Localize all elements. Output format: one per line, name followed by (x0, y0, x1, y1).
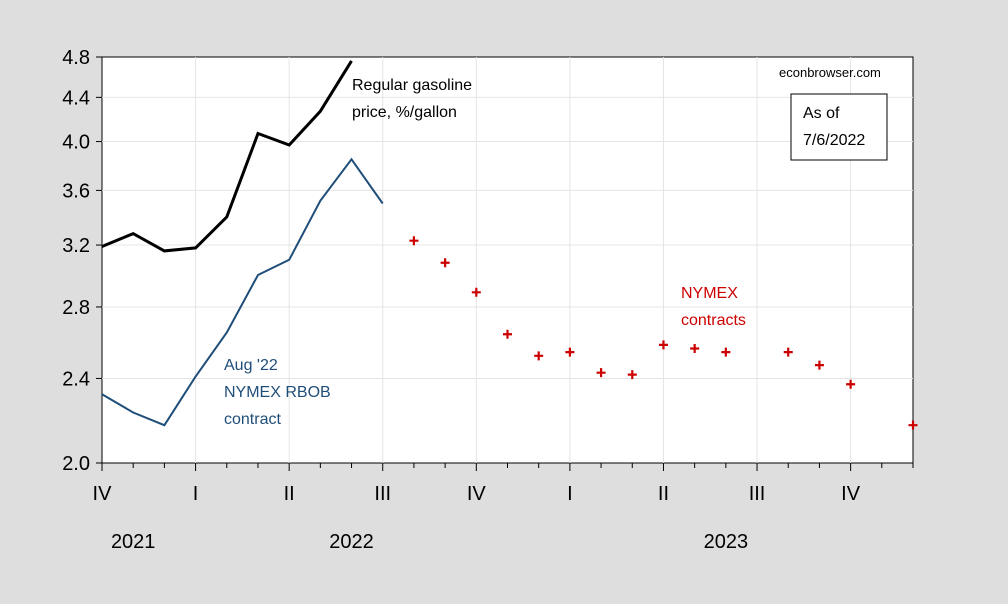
nymex-point (846, 379, 856, 389)
source-label: econbrowser.com (779, 65, 881, 80)
y-tick-label: 3.6 (62, 180, 90, 202)
nymex-point (440, 258, 450, 268)
y-tick-label: 2.4 (62, 368, 90, 390)
nymex-annotation-line2: contracts (681, 312, 746, 329)
plot-area (101, 56, 914, 464)
nymex-point (721, 347, 731, 357)
nymex-point (783, 347, 793, 357)
x-quarter-label: II (284, 483, 295, 505)
x-quarter-label: II (658, 483, 669, 505)
nymex-point (534, 351, 544, 361)
x-quarter-label: IV (93, 483, 113, 505)
nymex-point (627, 370, 637, 380)
nymex-point (690, 344, 700, 354)
x-year-label: 2023 (704, 531, 749, 553)
nymex-point (814, 360, 824, 370)
y-tick-label: 4.0 (62, 132, 90, 154)
aug-22-nymex-rbob-contract-line (101, 157, 384, 427)
y-tick-label: 2.8 (62, 297, 90, 319)
x-year-label: 2021 (111, 531, 156, 553)
x-quarter-label: IV (841, 483, 861, 505)
gasoline-annotation-line1: Regular gasoline (352, 77, 472, 94)
as-of-line2: 7/6/2022 (803, 132, 865, 149)
x-quarter-label: III (749, 483, 766, 505)
as-of-box (790, 93, 888, 161)
nymex-point (908, 420, 918, 430)
rbob-annotation-line3: contract (224, 411, 281, 428)
nymex-point (565, 347, 575, 357)
y-tick-label: 4.8 (62, 47, 90, 69)
y-tick-label: 3.2 (62, 235, 90, 257)
axis-layer: 2.02.42.83.23.64.04.44.8IV I II III IV I II III… (62, 47, 914, 553)
nymex-point (409, 236, 419, 246)
nymex-point (471, 287, 481, 297)
rbob-annotation-line1: Aug '22 (224, 357, 278, 374)
as-of-line1: As of (803, 105, 840, 122)
x-quarter-label: IV (467, 483, 487, 505)
x-quarter-label: I (567, 483, 573, 505)
gasoline-annotation-line2: price, %/gallon (352, 104, 457, 121)
nymex-point (503, 329, 512, 339)
y-tick-label: 2.0 (62, 453, 90, 475)
rbob-annotation-line2: NYMEX RBOB (224, 384, 331, 401)
y-tick-label: 4.4 (62, 87, 90, 109)
regular-gasoline-price-line (101, 60, 353, 253)
series-layer (101, 60, 918, 430)
x-quarter-label: I (193, 483, 199, 505)
nymex-point (596, 368, 606, 378)
x-quarter-label: III (374, 483, 391, 505)
nymex-annotation-line1: NYMEX (681, 285, 738, 302)
nymex-point (658, 340, 668, 350)
x-year-label: 2022 (329, 531, 374, 553)
